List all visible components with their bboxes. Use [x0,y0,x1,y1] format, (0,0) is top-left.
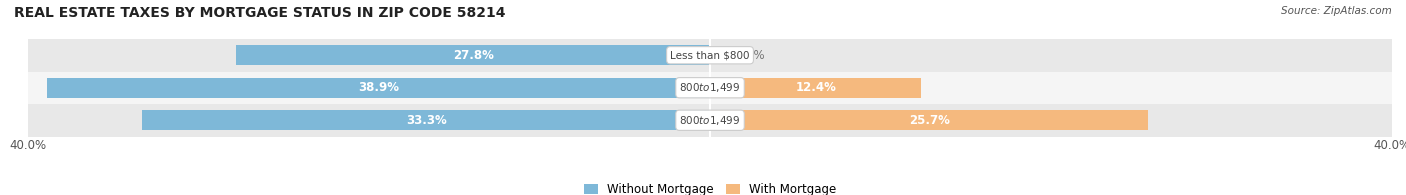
Bar [236,45,710,65]
Bar [710,110,1149,130]
Bar [28,72,1392,104]
Text: 38.9%: 38.9% [359,81,399,94]
Text: $800 to $1,499: $800 to $1,499 [679,114,741,127]
Legend: Without Mortgage, With Mortgage: Without Mortgage, With Mortgage [579,178,841,195]
Bar [710,78,921,98]
Text: 27.8%: 27.8% [453,49,494,62]
Text: 0.0%: 0.0% [735,49,765,62]
Bar [28,39,1392,72]
Text: Less than $800: Less than $800 [671,50,749,60]
Text: REAL ESTATE TAXES BY MORTGAGE STATUS IN ZIP CODE 58214: REAL ESTATE TAXES BY MORTGAGE STATUS IN … [14,6,506,20]
Text: Source: ZipAtlas.com: Source: ZipAtlas.com [1281,6,1392,16]
Bar [28,104,1392,136]
Text: 33.3%: 33.3% [406,114,447,127]
Text: 12.4%: 12.4% [796,81,837,94]
Bar [142,110,710,130]
Bar [46,78,710,98]
Text: $800 to $1,499: $800 to $1,499 [679,81,741,94]
Text: 25.7%: 25.7% [908,114,949,127]
